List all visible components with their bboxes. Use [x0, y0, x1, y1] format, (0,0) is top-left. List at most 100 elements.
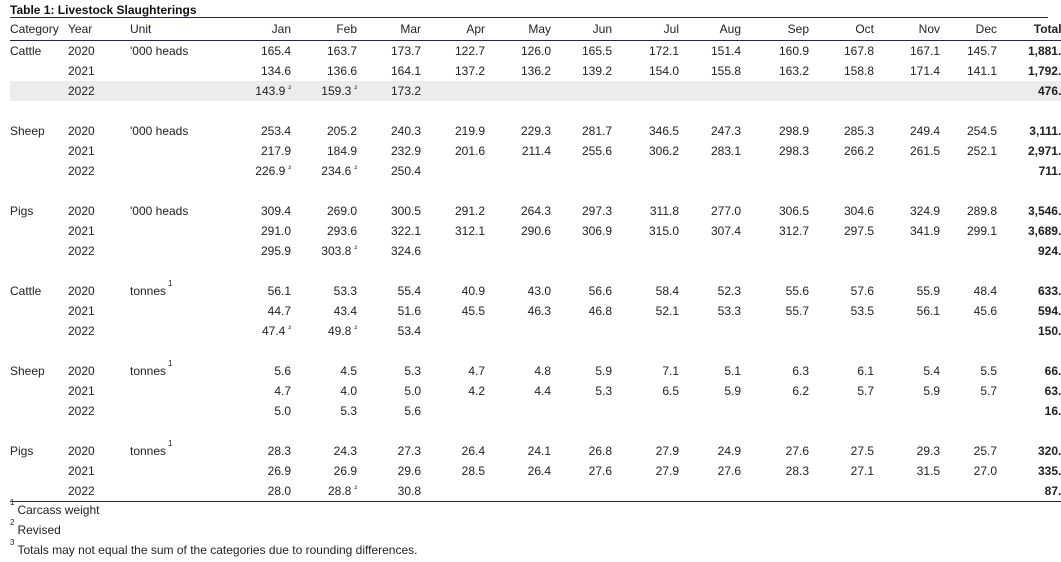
unit-label: tonnes: [130, 283, 167, 298]
value-cell: 315.0: [612, 221, 679, 241]
total-cell: 711.8: [1038, 163, 1061, 178]
value-cell: 136.6: [291, 61, 357, 81]
value-cell: [940, 401, 997, 421]
value-text: 219.9: [454, 123, 485, 138]
value-cell: 234.6 ²: [291, 161, 357, 181]
category-cell: [10, 80, 68, 101]
value-cell: 4.7: [230, 381, 291, 401]
unit-cell: '000 heads: [130, 40, 230, 61]
unit-label: tonnes: [130, 363, 167, 378]
value-text: 55.4: [397, 283, 421, 298]
value-cell: 5.9: [679, 381, 741, 401]
value-cell: 6.1: [809, 361, 874, 381]
value-cell: 232.9: [357, 141, 421, 161]
value-cell: [421, 480, 485, 502]
value-cell: [551, 401, 612, 421]
category-cell: [10, 141, 68, 161]
total-cell: 3,111.7: [1029, 123, 1061, 138]
value-text: 27.0: [973, 463, 997, 478]
total-cell: 1,881.9: [1027, 43, 1061, 58]
value-cell: [551, 480, 612, 502]
unit-cell: '000 heads: [130, 121, 230, 141]
value-text: 249.4: [909, 123, 940, 138]
value-text: 304.6: [843, 203, 874, 218]
value-text: 173.7: [390, 43, 421, 58]
total-cell: 63.4: [1044, 383, 1061, 398]
header-month: Feb: [291, 20, 357, 41]
value-text: 6.5: [662, 383, 679, 398]
value-cell: 31.5: [874, 461, 940, 481]
value-cell: 4.5: [291, 361, 357, 381]
value-cell: 300.5: [357, 201, 421, 221]
unit-cell: [130, 301, 230, 321]
value-cell: [485, 80, 551, 101]
value-cell: 5.3: [357, 361, 421, 381]
value-cell: [421, 241, 485, 261]
value-text: 266.2: [843, 143, 874, 158]
value-cell: 53.5: [809, 301, 874, 321]
value-text: 5.0: [404, 383, 421, 398]
value-text: 136.2: [520, 63, 551, 78]
value-cell: 24.3: [291, 441, 357, 461]
value-text: 165.5: [581, 43, 612, 58]
value-cell: 306.5: [741, 201, 809, 221]
value-text: 52.1: [655, 303, 679, 318]
value-cell: [612, 241, 679, 261]
category-cell: [10, 480, 68, 502]
value-text: 290.6: [520, 223, 551, 238]
value-cell: 171.4: [874, 61, 940, 81]
value-cell: [741, 80, 809, 101]
unit-cell: [130, 61, 230, 81]
footnote-text: Carcass weight: [17, 503, 100, 517]
value-text: 155.8: [710, 63, 741, 78]
table-row: 2021 134.6 136.6 164.1 137.2 136.2 139.2 154.0 1…: [10, 61, 1061, 81]
value-cell: [874, 321, 940, 341]
category-cell: Cattle: [10, 283, 42, 298]
value-cell: 283.1: [679, 141, 741, 161]
value-cell: 295.9: [230, 241, 291, 261]
footnote: 2Revised: [10, 518, 417, 540]
value-cell: 298.3: [741, 141, 809, 161]
value-cell: [809, 401, 874, 421]
year-cell: 2020: [68, 203, 95, 218]
value-cell: 5.6: [357, 401, 421, 421]
category-cell: Sheep: [10, 123, 45, 138]
value-text: 5.4: [923, 363, 940, 378]
spacer-row: [10, 341, 1061, 361]
category-cell: [10, 221, 68, 241]
value-cell: 46.8: [551, 301, 612, 321]
value-text: 141.1: [966, 63, 997, 78]
value-text: 205.2: [326, 123, 357, 138]
unit-cell: [130, 461, 230, 481]
value-cell: 5.9: [874, 381, 940, 401]
value-cell: 5.7: [940, 381, 997, 401]
year-cell: 2021: [68, 383, 95, 398]
value-cell: 155.8: [679, 61, 741, 81]
value-text: 24.9: [717, 443, 741, 458]
total-cell: 594.5: [1037, 303, 1061, 318]
value-text: 283.1: [710, 143, 741, 158]
value-cell: 126.0: [485, 40, 551, 61]
value-cell: 291.2: [421, 201, 485, 221]
value-text: 27.9: [655, 463, 679, 478]
value-cell: [612, 321, 679, 341]
value-text: 247.3: [710, 123, 741, 138]
value-cell: 297.3: [551, 201, 612, 221]
value-text: 300.5: [390, 203, 421, 218]
value-cell: 55.9: [874, 281, 940, 301]
value-cell: 56.1: [230, 281, 291, 301]
value-cell: 6.5: [612, 381, 679, 401]
value-cell: 45.5: [421, 301, 485, 321]
unit-cell: [130, 401, 230, 421]
value-cell: [874, 401, 940, 421]
total-cell: 924.3: [1037, 243, 1061, 258]
value-cell: 27.5: [809, 441, 874, 461]
value-cell: 346.5: [612, 121, 679, 141]
value-cell: 324.6: [357, 241, 421, 261]
value-cell: 26.4: [485, 461, 551, 481]
value-cell: [551, 321, 612, 341]
value-cell: [940, 241, 997, 261]
value-cell: 43.0: [485, 281, 551, 301]
table-row: 2022 5.0 5.3 5.6 16.0: [10, 401, 1061, 421]
value-text: 171.4: [909, 63, 940, 78]
